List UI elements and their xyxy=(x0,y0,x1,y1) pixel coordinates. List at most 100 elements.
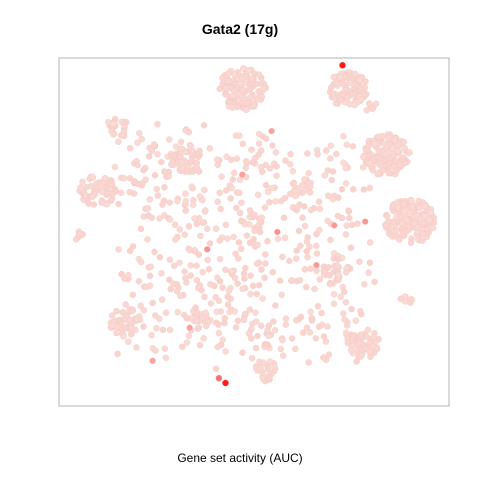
scatter-point-1173 xyxy=(321,172,328,179)
scatter-point-1326 xyxy=(213,156,221,164)
scatter-point-956 xyxy=(299,181,306,189)
scatter-point-386 xyxy=(382,150,389,158)
scatter-point-1189 xyxy=(327,236,334,244)
scatter-point-548 xyxy=(393,227,401,234)
scatter-point-580 xyxy=(414,223,421,231)
scatter-point-940 xyxy=(286,257,293,265)
scatter-point-1198 xyxy=(311,285,318,293)
scatter-point-652 xyxy=(89,193,96,201)
scatter-point-1027 xyxy=(156,215,163,222)
scatter-point-435 xyxy=(391,137,398,144)
scatter-point-1400 xyxy=(222,379,229,387)
scatter-point-701 xyxy=(113,307,120,315)
scatter-point-886 xyxy=(282,157,289,164)
scatter-point-1399 xyxy=(339,62,346,69)
scatter-point-1379 xyxy=(258,322,265,329)
scatter-point-1218 xyxy=(342,164,349,172)
scatter-point-1285 xyxy=(142,283,150,291)
scatter-point-1318 xyxy=(196,193,204,200)
scatter-point-1349 xyxy=(230,233,237,241)
scatter-point-994 xyxy=(126,247,134,255)
scatter-point-977 xyxy=(306,329,314,336)
scatter-point-869 xyxy=(369,105,376,112)
scatter-point-1058 xyxy=(125,272,132,279)
scatter-point-1335 xyxy=(225,287,233,295)
scatter-point-202 xyxy=(330,73,337,81)
scatter-point-1215 xyxy=(315,323,323,330)
x-axis-label: Gene set activity (AUC) xyxy=(177,451,303,465)
scatter-point-1138 xyxy=(343,222,350,229)
scatter-point-1342 xyxy=(182,275,189,282)
scatter-point-1217 xyxy=(273,172,280,180)
scatter-point-1276 xyxy=(172,236,179,243)
scatter-point-129 xyxy=(253,80,261,88)
scatter-point-586 xyxy=(398,220,406,227)
scatter-point-1265 xyxy=(166,276,173,283)
scatter-point-1250 xyxy=(296,277,304,284)
scatter-point-1157 xyxy=(167,285,174,293)
scatter-point-1293 xyxy=(307,189,314,196)
scatter-point-968 xyxy=(238,199,245,207)
scatter-point-222 xyxy=(350,91,357,98)
scatter-point-806 xyxy=(202,309,209,316)
scatter-point-1324 xyxy=(125,338,132,345)
scatter-point-1145 xyxy=(313,242,320,250)
scatter-point-1120 xyxy=(292,192,299,200)
scatter-point-744 xyxy=(367,353,374,361)
scatter-point-425 xyxy=(377,154,384,162)
scatter-point-1204 xyxy=(259,295,266,302)
scatter-point-1049 xyxy=(282,315,290,322)
scatter-point-1175 xyxy=(216,189,224,197)
scatter-point-221 xyxy=(357,84,364,92)
scatter-point-1313 xyxy=(313,230,320,238)
scatter-point-1367 xyxy=(126,144,134,152)
scatter-point-1237 xyxy=(171,221,179,229)
scatter-point-1321 xyxy=(182,190,189,198)
scatter-point-1136 xyxy=(107,177,115,184)
scatter-point-1127 xyxy=(330,250,338,257)
scatter-point-959 xyxy=(193,220,201,228)
scatter-point-1364 xyxy=(313,250,321,257)
scatter-point-1177 xyxy=(345,207,352,214)
scatter-point-1375 xyxy=(330,255,337,262)
scatter-point-970 xyxy=(366,239,374,246)
scatter-point-1325 xyxy=(181,268,188,275)
scatter-point-1190 xyxy=(183,315,191,322)
scatter-point-1360 xyxy=(222,187,230,194)
scatter-point-1350 xyxy=(254,241,261,249)
scatter-point-1292 xyxy=(315,198,323,205)
scatter-point-1146 xyxy=(324,217,331,225)
scatter-point-1181 xyxy=(262,251,269,258)
scatter-point-840 xyxy=(307,183,314,190)
scatter-point-417 xyxy=(401,144,408,152)
scatter-point-429 xyxy=(399,156,406,163)
scatter-point-1168 xyxy=(326,280,333,288)
scatter-point-963 xyxy=(115,246,122,253)
scatter-point-758 xyxy=(344,339,351,347)
scatter-point-1239 xyxy=(299,329,307,336)
scatter-point-895 xyxy=(154,192,162,199)
scatter-point-1088 xyxy=(145,153,153,160)
scatter-point-937 xyxy=(122,301,129,308)
scatter-point-1343 xyxy=(222,348,229,355)
scatter-point-1277 xyxy=(325,264,332,271)
scatter-point-1067 xyxy=(347,244,355,252)
scatter-point-1029 xyxy=(299,214,306,222)
scatter-point-961 xyxy=(193,262,200,269)
scatter-point-579 xyxy=(416,204,423,212)
scatter-point-1376 xyxy=(269,142,276,149)
scatter-point-1247 xyxy=(200,335,207,342)
scatter-point-595 xyxy=(421,202,429,210)
scatter-point-1045 xyxy=(253,290,260,298)
scatter-point-1230 xyxy=(316,205,323,213)
scatter-point-1396 xyxy=(307,308,314,315)
scatter-point-596 xyxy=(406,210,413,217)
scatter-point-997 xyxy=(272,302,279,309)
scatter-point-1017 xyxy=(295,227,303,235)
scatter-point-949 xyxy=(235,255,242,262)
scatter-point-1331 xyxy=(325,192,332,200)
scatter-point-760 xyxy=(366,339,373,346)
scatter-point-663 xyxy=(102,175,109,182)
scatter-point-1380 xyxy=(237,217,245,225)
scatter-point-1275 xyxy=(342,231,350,238)
